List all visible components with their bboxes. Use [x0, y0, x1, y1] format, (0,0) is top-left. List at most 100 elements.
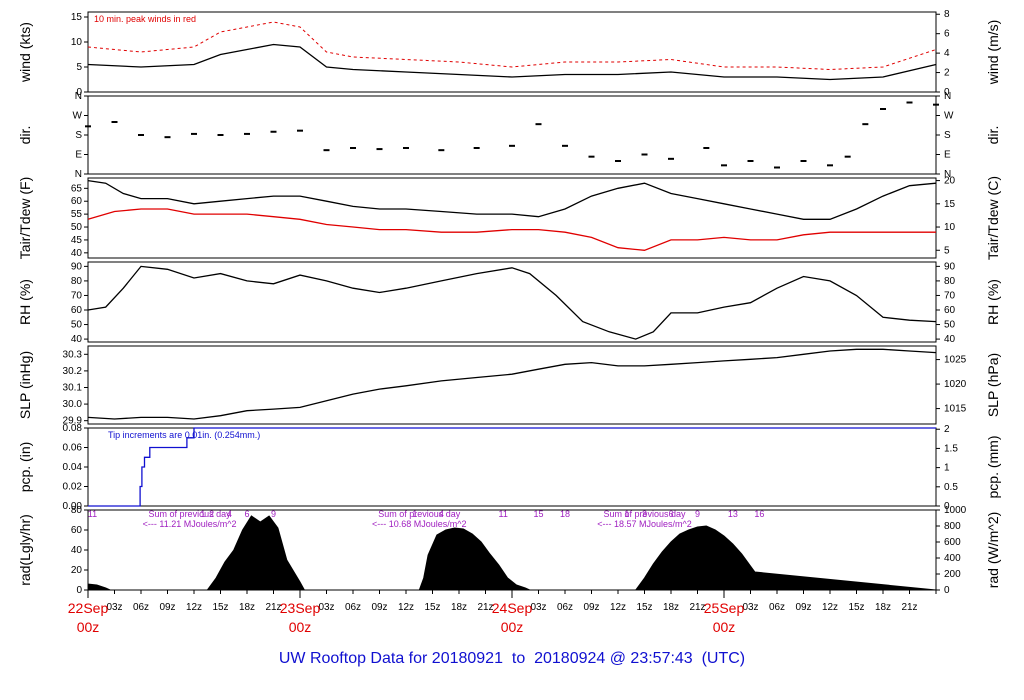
left-tick-label: 60: [71, 305, 83, 316]
left-axis-label-humidity: RH (%): [17, 279, 33, 325]
radiation-hour-label: 18: [560, 509, 570, 519]
right-tick-label: 5: [944, 245, 950, 256]
time-tick-label: 15z: [424, 602, 440, 613]
time-tick-label: 15z: [212, 602, 228, 613]
left-tick-label: 40: [71, 334, 83, 345]
right-tick-label: E: [944, 150, 951, 161]
left-tick-label: 0.02: [63, 482, 83, 493]
right-tick-label: 80: [944, 276, 956, 287]
time-tick-label: 18z: [875, 602, 891, 613]
date-label-hour: 00z: [501, 619, 524, 635]
right-axis-label-temperature: Tair/Tdew (C): [985, 176, 1001, 260]
time-tick-label: 09z: [159, 602, 175, 613]
time-tick-label: 09z: [795, 602, 811, 613]
left-tick-label: 80: [71, 276, 83, 287]
right-axis-label-radiation: rad (W/m^2): [985, 512, 1001, 589]
panel-frame-pressure: [87, 345, 937, 425]
time-tick-label: 03z: [106, 602, 122, 613]
time-tick-label: 03z: [530, 602, 546, 613]
left-axis-label-direction: dir.: [17, 126, 33, 145]
radiation-hour-label: 13: [728, 509, 738, 519]
right-tick-label: W: [944, 111, 954, 122]
radiation-hour-label: 6: [244, 509, 249, 519]
panel-frame-wind: [87, 11, 937, 93]
left-axis-label-precipitation: pcp. (in): [17, 442, 33, 493]
time-tick-label: 12z: [186, 602, 202, 613]
right-tick-label: 40: [944, 334, 956, 345]
time-tick-label: 06z: [133, 602, 149, 613]
radiation-daily-sum-note: Sum of previous day: [378, 509, 461, 519]
time-tick-label: 18z: [239, 602, 255, 613]
right-tick-label: 0: [944, 87, 950, 98]
right-tick-label: 1025: [944, 355, 967, 366]
radiation-hour-label: 9: [695, 509, 700, 519]
radiation-hour-label: 4: [439, 509, 444, 519]
time-tick-label: 21z: [265, 602, 281, 613]
date-label: 25Sep: [704, 600, 745, 616]
left-tick-label: 0: [76, 585, 82, 596]
radiation-hour-label: 11: [498, 509, 507, 519]
left-tick-label: 65: [71, 183, 83, 194]
left-tick-label: 0: [76, 87, 82, 98]
left-tick-label: 20: [71, 565, 83, 576]
left-tick-label: 60: [71, 525, 83, 536]
panel-frame-humidity: [87, 261, 937, 343]
time-tick-label: 12z: [610, 602, 626, 613]
radiation-hour-label: 1: [624, 509, 629, 519]
time-tick-label: 21z: [689, 602, 705, 613]
left-tick-label: 55: [71, 209, 83, 220]
left-axis-label-temperature: Tair/Tdew (F): [17, 177, 33, 259]
left-tick-label: 10: [71, 37, 83, 48]
right-tick-label: 200: [944, 569, 961, 580]
right-tick-label: 15: [944, 199, 956, 210]
series-line-tair: [87, 179, 937, 220]
right-tick-label: 2: [944, 424, 950, 435]
left-tick-label: 0.00: [63, 501, 83, 512]
right-tick-label: 0: [944, 585, 950, 596]
right-axis-label-wind: wind (m/s): [985, 20, 1001, 86]
radiation-hour-label: 11: [88, 509, 97, 519]
right-tick-label: 4: [944, 48, 950, 59]
radiation-hour-label: 3: [642, 509, 647, 519]
right-tick-label: 2: [944, 68, 950, 79]
panel-annotation-wind: 10 min. peak winds in red: [94, 14, 196, 24]
right-tick-label: 1: [944, 463, 950, 474]
left-tick-label: N: [75, 91, 82, 102]
panel-annotation-precipitation: Tip increments are 0.01in. (0.254mm.): [108, 430, 260, 440]
radiation-hour-label: 2: [209, 509, 214, 519]
date-label: 24Sep: [492, 600, 533, 616]
left-tick-label: 30.3: [63, 349, 83, 360]
radiation-area: [87, 515, 937, 591]
date-label: 23Sep: [280, 600, 321, 616]
right-axis-label-direction: dir.: [985, 126, 1001, 145]
panel-frame-temperature: [87, 177, 937, 259]
page-title: UW Rooftop Data for 20180921 to 20180924…: [278, 650, 746, 667]
radiation-daily-sum-note: <--- 18.57 MJoules/m^2: [597, 519, 692, 529]
date-label-hour: 00z: [289, 619, 312, 635]
left-tick-label: 15: [71, 12, 83, 23]
right-axis-label-precipitation: pcp. (mm): [985, 436, 1001, 499]
time-tick-label: 06z: [345, 602, 361, 613]
right-tick-label: 70: [944, 290, 956, 301]
right-tick-label: 6: [944, 29, 950, 40]
time-tick-label: 21z: [901, 602, 917, 613]
left-tick-label: 45: [71, 235, 83, 246]
left-tick-label: 40: [71, 545, 83, 556]
time-tick-label: 18z: [451, 602, 467, 613]
left-tick-label: 50: [71, 320, 83, 331]
radiation-hour-label: 1: [200, 509, 205, 519]
left-tick-label: 30.1: [63, 382, 83, 393]
time-tick-label: 15z: [848, 602, 864, 613]
left-axis-label-wind: wind (kts): [17, 22, 33, 83]
right-tick-label: 800: [944, 521, 961, 532]
left-tick-label: 5: [76, 62, 82, 73]
left-tick-label: 30.0: [63, 399, 83, 410]
radiation-hour-label: 16: [754, 509, 764, 519]
series-line-slp: [87, 348, 937, 420]
left-tick-label: 0.04: [63, 462, 83, 473]
right-tick-label: S: [944, 130, 951, 141]
left-tick-label: 90: [71, 261, 83, 272]
right-tick-label: N: [944, 91, 951, 102]
left-tick-label: 70: [71, 290, 83, 301]
